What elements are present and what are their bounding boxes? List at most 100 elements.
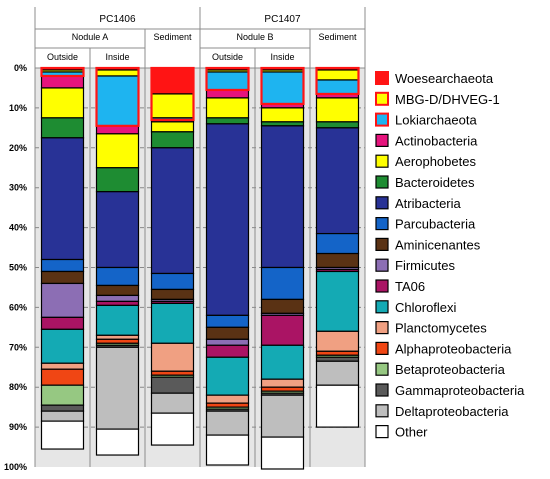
y-tick-label: 80% bbox=[9, 382, 27, 392]
legend-label: Alphaproteobacteria bbox=[395, 341, 512, 356]
legend-swatch bbox=[375, 258, 389, 272]
bar-segment bbox=[260, 266, 305, 301]
archaea-highlight-outline bbox=[260, 66, 305, 106]
bar-segment bbox=[205, 434, 250, 466]
bar-segment bbox=[260, 314, 305, 346]
bar-segment bbox=[95, 75, 140, 127]
legend-label: Atribacteria bbox=[395, 196, 462, 211]
bar-segment bbox=[95, 346, 140, 430]
bar-segment bbox=[260, 344, 305, 380]
legend-swatch bbox=[375, 279, 389, 293]
bar-segment bbox=[95, 294, 140, 303]
bar-segment bbox=[40, 328, 85, 364]
group-label: PC1407 bbox=[264, 14, 301, 25]
legend-label: TA06 bbox=[395, 279, 425, 294]
legend-swatch bbox=[375, 321, 389, 335]
bar-segment bbox=[315, 69, 360, 81]
bar-segment bbox=[150, 412, 195, 446]
category-label: Inside bbox=[270, 52, 294, 62]
bar-segment bbox=[260, 71, 305, 105]
legend-swatch bbox=[375, 362, 389, 376]
bar-segment bbox=[40, 87, 85, 119]
bar-segment bbox=[205, 338, 250, 346]
subgroup-label: Sediment bbox=[318, 32, 357, 42]
subgroup-label: Sediment bbox=[153, 32, 192, 42]
legend-swatch bbox=[375, 217, 389, 231]
bar-segment bbox=[205, 123, 250, 316]
y-tick-label: 90% bbox=[9, 422, 27, 432]
bar-segment bbox=[260, 298, 305, 314]
legend-label: Woesearchaeota bbox=[395, 71, 494, 86]
bar-segment bbox=[150, 131, 195, 149]
legend-swatch bbox=[375, 300, 389, 314]
bar-segment bbox=[40, 282, 85, 318]
legend-label: Other bbox=[395, 425, 428, 440]
bar-segment bbox=[205, 356, 250, 396]
group-label: PC1406 bbox=[99, 14, 136, 25]
legend-swatch bbox=[375, 404, 389, 418]
bar-segment bbox=[150, 147, 195, 275]
legend-label: Firmicutes bbox=[395, 258, 455, 273]
bar-segment bbox=[205, 314, 250, 328]
bar-segment bbox=[40, 404, 85, 412]
bar-segment bbox=[40, 362, 85, 370]
bar-segment bbox=[40, 137, 85, 261]
bar-segment bbox=[205, 394, 250, 404]
archaea-highlight-outline bbox=[150, 66, 195, 121]
bar-segment bbox=[40, 420, 85, 450]
bar-segment bbox=[150, 376, 195, 394]
legend-label: Aerophobetes bbox=[395, 154, 476, 169]
bar-segment bbox=[40, 410, 85, 422]
category-label: Outside bbox=[47, 52, 78, 62]
legend-swatch bbox=[375, 112, 389, 127]
legend-label: Chloroflexi bbox=[395, 300, 457, 315]
bar-segment bbox=[95, 191, 140, 269]
bar-segment bbox=[315, 384, 360, 428]
y-tick-label: 100% bbox=[4, 462, 27, 472]
bar-segment bbox=[150, 121, 195, 133]
bar-segment bbox=[150, 67, 195, 95]
bar-segment bbox=[205, 71, 250, 91]
legend-label: Deltaproteobacteria bbox=[395, 404, 509, 419]
legend-label: MBG-D/DHVEG-1 bbox=[395, 92, 500, 107]
bar-segment bbox=[40, 75, 85, 89]
legend-swatch bbox=[375, 425, 389, 439]
archaea-highlight-outline bbox=[95, 66, 140, 127]
bar-segment bbox=[315, 79, 360, 95]
legend-label: Parcubacteria bbox=[395, 217, 476, 232]
bar-segment bbox=[95, 266, 140, 287]
bar-segment bbox=[95, 167, 140, 193]
bar-segment bbox=[260, 107, 305, 123]
y-tick-label: 0% bbox=[14, 63, 27, 73]
legend-label: Aminicenantes bbox=[395, 237, 481, 252]
bar-segment bbox=[315, 360, 360, 386]
bar-segment bbox=[260, 394, 305, 438]
legend-swatch bbox=[375, 196, 389, 210]
bar-segment bbox=[150, 272, 195, 291]
subgroup-label: Nodule A bbox=[72, 32, 109, 42]
bar-segment bbox=[315, 121, 360, 129]
subgroup-label: Nodule B bbox=[236, 32, 273, 42]
legend-label: Bacteroidetes bbox=[395, 175, 475, 190]
bar-segment bbox=[150, 302, 195, 344]
bar-segment bbox=[205, 97, 250, 119]
bar-segment bbox=[205, 117, 250, 125]
bar-segment bbox=[95, 428, 140, 456]
y-tick-label: 10% bbox=[9, 103, 27, 113]
archaea-highlight-outline bbox=[315, 66, 360, 96]
legend-swatch bbox=[375, 341, 389, 355]
bar-segment bbox=[315, 97, 360, 123]
bar-segment bbox=[315, 232, 360, 255]
legend-swatch bbox=[375, 71, 389, 85]
bar-segment bbox=[40, 368, 85, 386]
bar-segment bbox=[40, 258, 85, 273]
bar-segment bbox=[315, 252, 360, 269]
category-label: Inside bbox=[105, 52, 129, 62]
bar-segment bbox=[150, 342, 195, 372]
y-tick-label: 60% bbox=[9, 302, 27, 312]
y-tick-label: 70% bbox=[9, 342, 27, 352]
archaea-highlight-outline bbox=[40, 66, 85, 78]
bar-segment bbox=[205, 344, 250, 358]
